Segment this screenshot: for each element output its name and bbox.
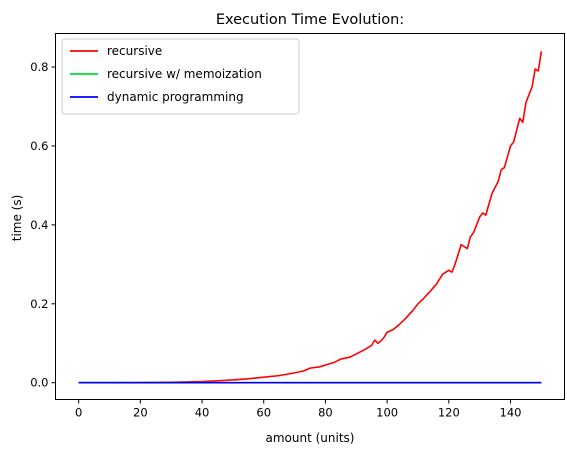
x-tick-label: 80 <box>318 406 333 420</box>
legend-box <box>61 38 300 115</box>
x-tick-label: 120 <box>438 406 460 420</box>
x-tick-label: 140 <box>500 406 522 420</box>
y-tick-label: 0.6 <box>30 139 48 153</box>
chart-title: Execution Time Evolution: <box>216 12 404 28</box>
y-tick-label: 0.8 <box>30 60 48 74</box>
series-layer <box>78 51 543 384</box>
axis-ticks: 0 20 40 60 80 100 120 140 0.0 0.2 0.4 0.6 0.8 <box>30 60 521 419</box>
x-axis-label: amount (units) <box>266 431 355 445</box>
legend-label: dynamic programming <box>107 90 244 104</box>
legend-label: recursive <box>107 44 162 58</box>
x-tick-label: 60 <box>256 406 271 420</box>
x-tick-label: 100 <box>376 406 398 420</box>
x-tick-label: 20 <box>133 406 148 420</box>
plot-area-frame <box>55 33 565 400</box>
series-line-recursive <box>78 51 543 384</box>
y-tick-label: 0.0 <box>30 376 48 390</box>
y-tick-label: 0.2 <box>30 297 48 311</box>
x-tick-label: 0 <box>75 406 82 420</box>
x-tick-label: 40 <box>195 406 210 420</box>
y-axis-label: time (s) <box>10 195 24 242</box>
legend: recursive recursive w/ memoization dynamic… <box>61 38 300 115</box>
legend-label: recursive w/ memoization <box>107 67 262 81</box>
y-tick-label: 0.4 <box>30 218 48 232</box>
